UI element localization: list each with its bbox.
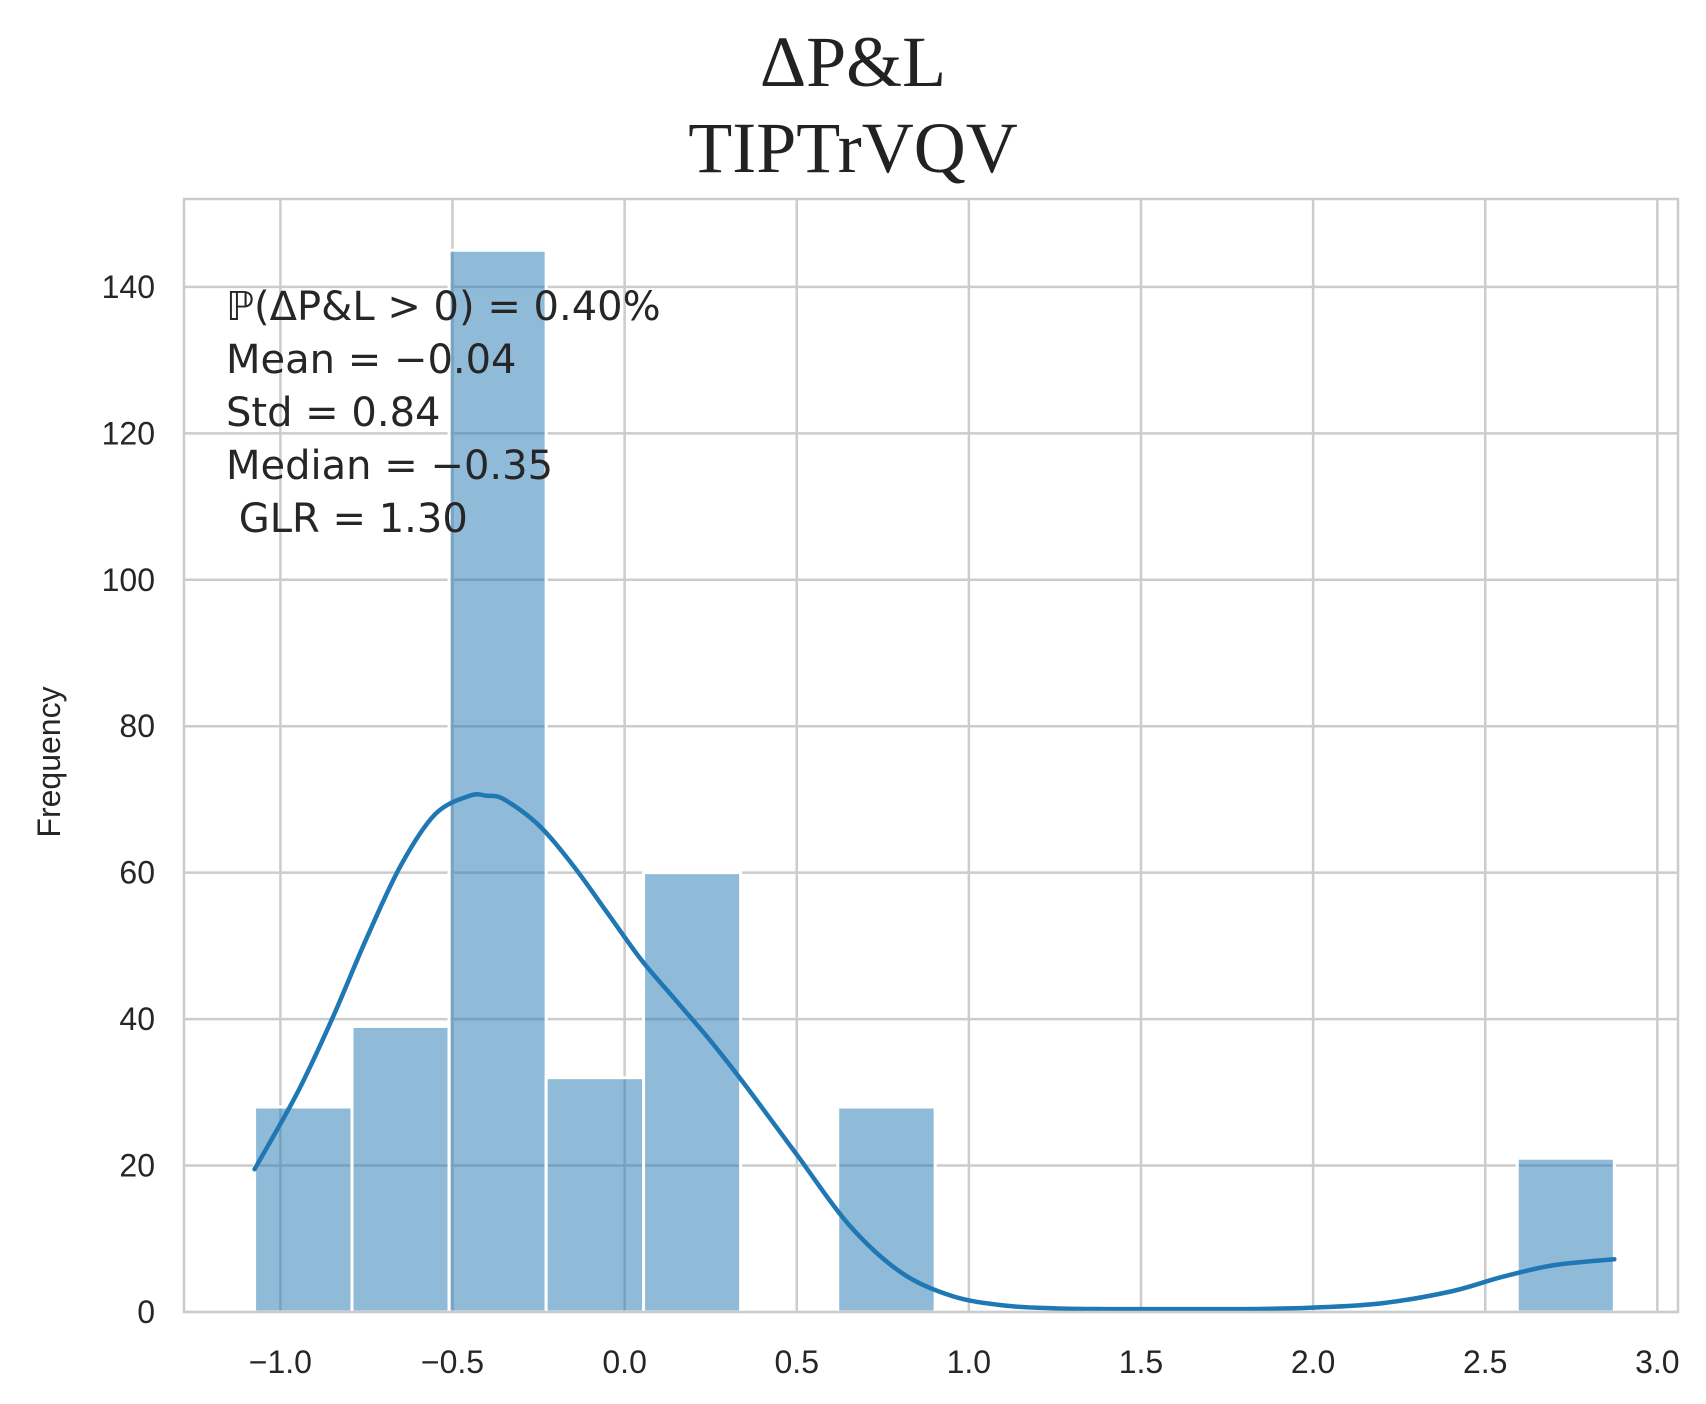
histogram-bar xyxy=(350,1024,451,1314)
y-tick-label: 120 xyxy=(102,415,155,451)
y-tick-label: 140 xyxy=(102,269,155,305)
histogram-bar xyxy=(253,1105,354,1314)
chart-title: ΔP&L TIPTrVQV xyxy=(688,22,1017,188)
stats-annotation-line: ℙ(ΔP&L > 0) = 0.40% xyxy=(226,284,661,330)
histogram-bar xyxy=(544,1076,646,1314)
histogram-bar xyxy=(447,248,548,1314)
histogram-bar xyxy=(1515,1156,1616,1314)
x-tick-label: 3.0 xyxy=(1635,1344,1679,1380)
x-tick-label: −1.0 xyxy=(249,1344,312,1380)
y-tick-labels: 0 20 40 60 80 100 120 140 xyxy=(102,269,155,1330)
y-tick-label: 60 xyxy=(119,855,155,891)
stats-annotation-line: GLR = 1.30 xyxy=(226,496,468,542)
stats-annotation-line: Std = 0.84 xyxy=(226,390,440,436)
x-tick-label: 2.0 xyxy=(1291,1344,1335,1380)
x-tick-label: 1.0 xyxy=(947,1344,991,1380)
stats-annotation: ℙ(ΔP&L > 0) = 0.40% Mean = −0.04 Std = 0.8… xyxy=(226,284,661,542)
x-tick-label: 1.5 xyxy=(1119,1344,1163,1380)
histogram-bars xyxy=(253,248,1616,1314)
y-tick-label: 40 xyxy=(119,1001,155,1037)
y-tick-label: 20 xyxy=(119,1148,155,1184)
kde-curve xyxy=(252,792,1617,1312)
x-tick-label: 0.5 xyxy=(775,1344,819,1380)
x-tick-labels: −1.0 −0.5 0.0 0.5 1.0 1.5 2.0 2.5 3.0 xyxy=(249,1344,1680,1380)
kde-curve-group xyxy=(252,792,1617,1312)
y-axis-label: Frequency xyxy=(31,686,67,837)
y-tick-label: 100 xyxy=(102,562,155,598)
stats-annotation-line: Mean = −0.04 xyxy=(226,337,517,383)
chart-title-line-2: TIPTrVQV xyxy=(688,108,1017,188)
y-tick-label: 80 xyxy=(119,708,155,744)
x-tick-label: 2.5 xyxy=(1463,1344,1507,1380)
chart-title-line-1: ΔP&L xyxy=(760,22,946,102)
x-tick-label: 0.0 xyxy=(602,1344,646,1380)
histogram-bar xyxy=(642,871,743,1314)
y-tick-label: 0 xyxy=(137,1294,155,1330)
plot-frame xyxy=(182,197,1680,1314)
stats-annotation-line: Median = −0.35 xyxy=(226,443,553,489)
x-tick-label: −0.5 xyxy=(421,1344,484,1380)
